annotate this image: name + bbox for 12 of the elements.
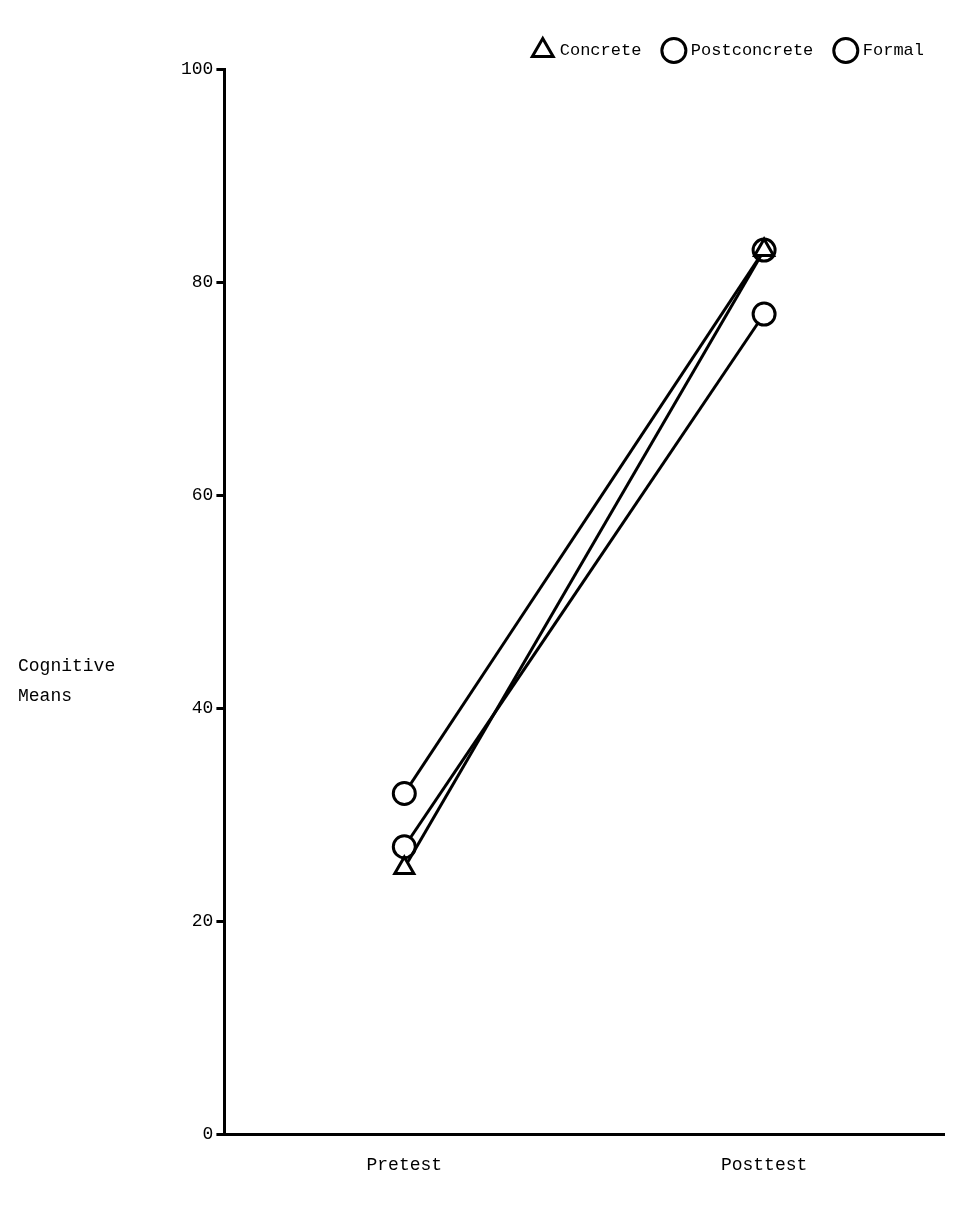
y-tick-label: 100 [181, 58, 214, 79]
legend-label: Postconcrete [690, 41, 814, 60]
x-tick-label: Pretest [366, 1154, 443, 1175]
y-tick-label: 80 [191, 271, 214, 292]
legend-label: Formal [862, 41, 925, 60]
x-tick-label: Posttest [720, 1154, 808, 1175]
y-tick-label: 60 [191, 484, 214, 505]
y-tick-label: 0 [202, 1124, 214, 1145]
legend-label: Concrete [559, 41, 642, 60]
y-axis-title: Cognitive Means [18, 656, 116, 707]
y-tick-label: 20 [191, 911, 214, 932]
y-tick-label: 40 [191, 698, 214, 719]
